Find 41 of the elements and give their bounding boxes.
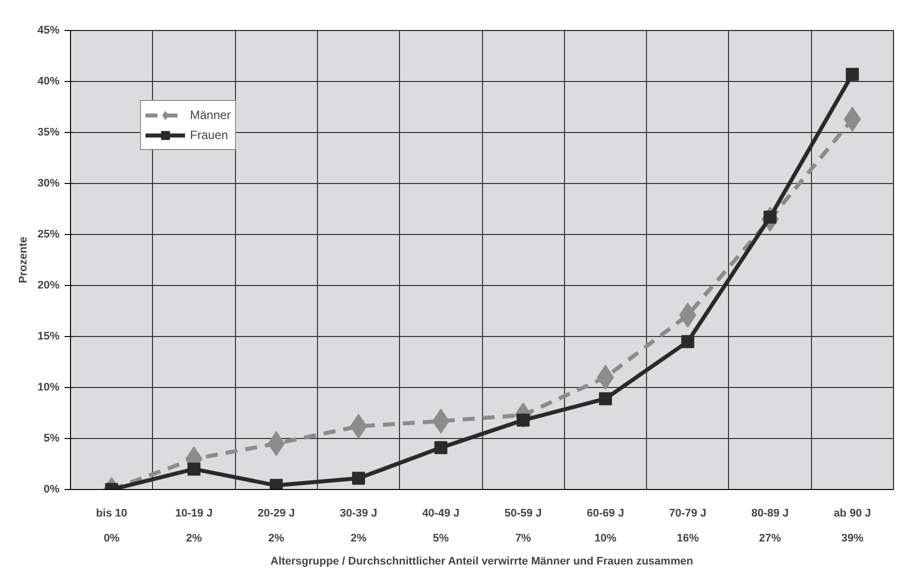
y-axis-title: Prozente <box>17 236 30 284</box>
point <box>270 478 283 490</box>
y-tick-label: 5% <box>44 432 60 444</box>
text: 2% <box>186 532 202 544</box>
text: 0% <box>104 532 120 544</box>
text: 5% <box>432 532 450 544</box>
legend-label: Männer <box>190 108 231 122</box>
text: 2% <box>350 532 367 544</box>
x-tick-label: 80-89 J <box>751 508 789 520</box>
x-tick-label: 40-49 J <box>422 508 460 520</box>
y-tick-label: 15% <box>37 330 60 342</box>
legend-label: Frauen <box>190 128 228 142</box>
x-tick-label: ab 90 J <box>834 508 872 520</box>
point <box>598 392 612 406</box>
y-tick-label: 0% <box>44 484 60 496</box>
y-tick-label: 20% <box>37 280 60 292</box>
text: 10% <box>594 532 617 544</box>
y-tick-label: 25% <box>37 228 60 240</box>
x-tick-label: 60-69 J <box>586 508 624 520</box>
point <box>352 472 366 485</box>
point <box>846 68 859 81</box>
x-axis-title: Altersgruppe / Durchschnittlicher Anteil verwirrte Männer und Frauen zusammen <box>270 556 694 568</box>
x-tick-label: 70-79 J <box>669 508 706 520</box>
x-tick-label: 30-39 J <box>340 508 378 520</box>
y-tick-label: 10% <box>37 382 60 394</box>
x-tick-label: 10-19 J <box>175 508 213 520</box>
text: 16% <box>676 532 699 544</box>
y-tick-label: 35% <box>37 126 60 138</box>
y-tick-label: 40% <box>37 76 60 88</box>
point <box>681 335 694 348</box>
text: 39% <box>841 532 864 544</box>
text: 2% <box>268 532 284 544</box>
text: 7% <box>515 532 532 544</box>
x-tick-label: 50-59 J <box>504 508 542 520</box>
point <box>187 462 200 476</box>
x-tick-label: bis 10 <box>96 508 128 520</box>
y-tick-label: 30% <box>37 178 60 190</box>
y-tick-label: 45% <box>37 24 60 36</box>
text: 27% <box>759 532 782 544</box>
x-tick-label: 20-29 J <box>258 508 295 520</box>
point <box>434 441 448 454</box>
